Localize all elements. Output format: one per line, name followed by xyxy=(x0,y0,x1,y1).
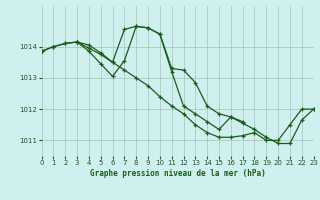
X-axis label: Graphe pression niveau de la mer (hPa): Graphe pression niveau de la mer (hPa) xyxy=(90,169,266,178)
